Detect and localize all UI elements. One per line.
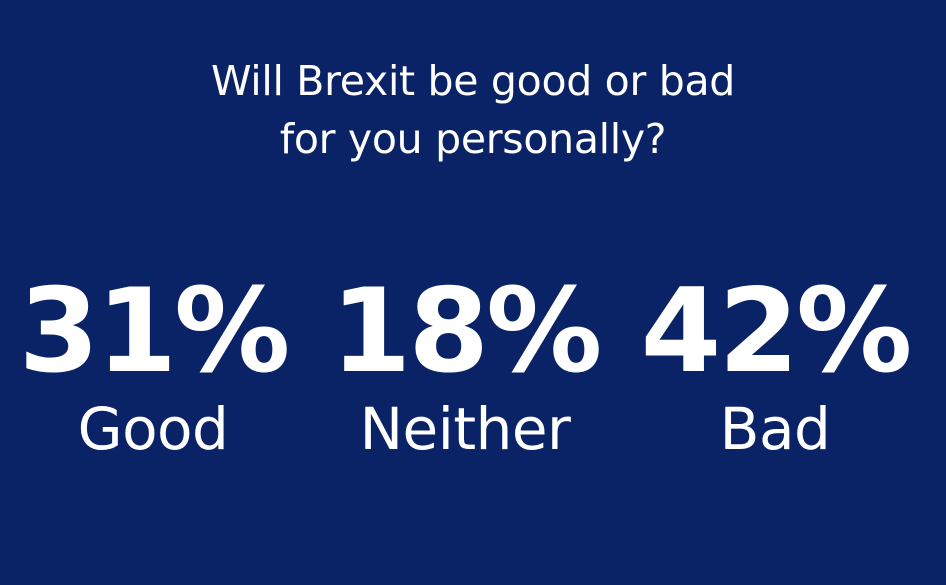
data-label: 42% [640, 264, 913, 399]
data-label: 31% [18, 264, 291, 399]
stat-good: 31% Good [8, 272, 298, 464]
title-line-1: Will Brexit be good or bad [210, 57, 736, 105]
category-label: Neither [359, 395, 571, 463]
chart-title: Will Brexit be good or bad for you perso… [0, 52, 946, 168]
stat-neither: 18% Neither [320, 272, 610, 464]
title-line-2: for you personally? [279, 115, 667, 163]
stat-bad: 42% Bad [630, 272, 920, 464]
category-label: Good [77, 395, 229, 463]
data-label: 18% [330, 264, 603, 399]
category-label: Bad [719, 395, 831, 463]
